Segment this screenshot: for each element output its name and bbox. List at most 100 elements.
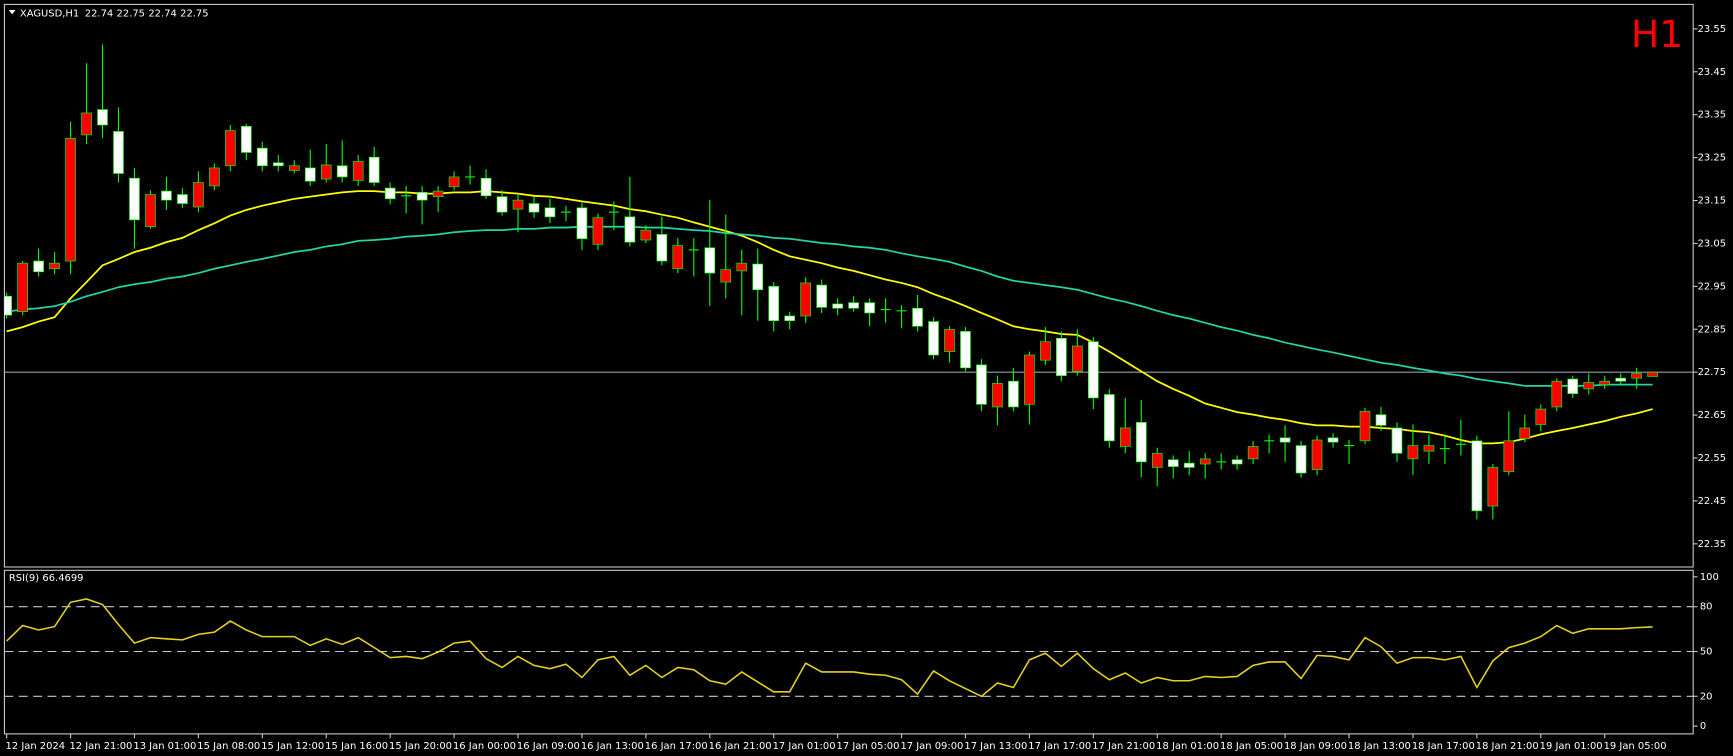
header-open: 22.74 — [85, 8, 113, 19]
x-tick-label: 12 Jan 2024 — [6, 741, 66, 752]
candle-body — [1199, 458, 1211, 465]
candle-body — [352, 161, 364, 181]
candle-body — [1167, 459, 1179, 467]
candle-body — [1231, 459, 1243, 465]
candle-body — [816, 284, 827, 308]
candle-body — [496, 196, 508, 213]
candle-body — [1327, 437, 1339, 443]
x-tick-label: 18 Jan 17:00 — [1412, 741, 1475, 752]
candle-body — [416, 192, 428, 201]
candle-body — [1183, 462, 1195, 468]
candle-body — [752, 263, 764, 291]
candle-body — [672, 245, 684, 270]
y-tick-label: 22.75 — [1698, 367, 1726, 378]
timeframe-label: H1 — [1631, 12, 1683, 56]
x-tick-label: 19 Jan 05:00 — [1604, 741, 1667, 752]
rsi-tick-label: 0 — [1700, 721, 1706, 732]
header-high: 22.75 — [117, 8, 145, 19]
x-tick-label: 18 Jan 05:00 — [1220, 741, 1283, 752]
candle-body — [992, 383, 1003, 408]
candle-body — [512, 199, 524, 210]
candle-body — [320, 164, 332, 180]
rsi-tick-label: 100 — [1700, 572, 1719, 583]
candle-body — [976, 364, 987, 405]
x-tick-label: 15 Jan 16:00 — [325, 741, 388, 752]
main-panel — [3, 3, 1694, 568]
x-tick-label: 18 Jan 01:00 — [1156, 741, 1219, 752]
candle-body — [17, 262, 28, 313]
candle-body — [257, 147, 268, 167]
x-tick-label: 12 Jan 21:00 — [69, 741, 132, 752]
y-tick-label: 22.65 — [1698, 410, 1726, 421]
x-tick-label: 17 Jan 01:00 — [773, 741, 836, 752]
candle-body — [49, 262, 60, 270]
x-tick-label: 17 Jan 05:00 — [837, 741, 900, 752]
candle-body — [736, 262, 748, 272]
candle-body — [640, 229, 652, 241]
x-tick-label: 15 Jan 08:00 — [197, 741, 260, 752]
candle-body — [576, 207, 588, 240]
rsi-line — [6, 598, 1653, 698]
candle-body — [1295, 445, 1307, 474]
candle-body — [1567, 378, 1579, 394]
candle-body — [288, 165, 300, 171]
y-tick-label: 22.85 — [1698, 324, 1726, 335]
candle-body — [832, 303, 843, 309]
header-close: 22.75 — [180, 8, 208, 19]
candle-body — [4, 295, 12, 316]
candle-body — [864, 302, 875, 314]
candle-body — [1311, 439, 1323, 470]
candle-body — [720, 269, 732, 283]
candle-body — [1135, 422, 1147, 463]
candle-body — [944, 328, 955, 352]
candle-body — [848, 302, 859, 309]
candle-body — [304, 167, 316, 182]
x-tick-label: 15 Jan 20:00 — [389, 741, 452, 752]
candle-body — [161, 190, 172, 201]
candle-body — [33, 260, 44, 273]
candle-body — [624, 216, 636, 243]
candle-body — [368, 156, 380, 183]
candle-body — [704, 247, 716, 274]
y-tick-label: 22.55 — [1698, 453, 1726, 464]
rsi-tick-label: 50 — [1700, 647, 1713, 658]
symbol: XAGUSD,H1 — [20, 8, 79, 19]
y-tick-label: 23.05 — [1698, 238, 1726, 249]
candle-body — [177, 194, 188, 204]
y-tick-label: 23.35 — [1698, 110, 1726, 121]
y-tick-label: 22.45 — [1698, 496, 1726, 507]
x-tick-label: 17 Jan 17:00 — [1028, 741, 1091, 752]
rsi-value: 66.4699 — [42, 573, 83, 584]
candle-body — [912, 307, 923, 327]
x-tick-label: 18 Jan 13:00 — [1348, 741, 1411, 752]
candle-body — [656, 234, 668, 262]
candle-body — [65, 137, 76, 262]
rsi-tick-label: 20 — [1700, 691, 1713, 702]
candle-body — [432, 190, 444, 197]
candle-body — [1103, 394, 1115, 442]
candle-body — [1151, 452, 1163, 468]
axes: 23.55 23.45 23.35 23.25 23.15 23.05 22.95 22.85… — [6, 24, 1727, 752]
y-tick-label: 23.45 — [1698, 67, 1726, 78]
candle-body — [1040, 341, 1051, 361]
candle-body — [193, 182, 204, 208]
x-tick-label: 17 Jan 21:00 — [1092, 741, 1155, 752]
candle-body — [1279, 437, 1291, 443]
moving-average — [6, 225, 1653, 387]
x-tick-label: 16 Jan 17:00 — [645, 741, 708, 752]
candle-body — [1487, 467, 1499, 507]
candle-body — [960, 331, 971, 369]
candle-body — [800, 282, 811, 317]
candle-body — [273, 162, 284, 167]
candle-body — [1551, 380, 1563, 408]
rsi-plot — [4, 598, 1694, 698]
candle-body — [928, 321, 939, 356]
x-tick-label: 13 Jan 01:00 — [133, 741, 196, 752]
y-tick-label: 22.95 — [1698, 281, 1726, 292]
candle-body — [1471, 440, 1483, 512]
x-tick-label: 15 Jan 12:00 — [261, 741, 324, 752]
x-tick-label: 18 Jan 21:00 — [1476, 741, 1539, 752]
x-tick-label: 19 Jan 01:00 — [1540, 741, 1603, 752]
